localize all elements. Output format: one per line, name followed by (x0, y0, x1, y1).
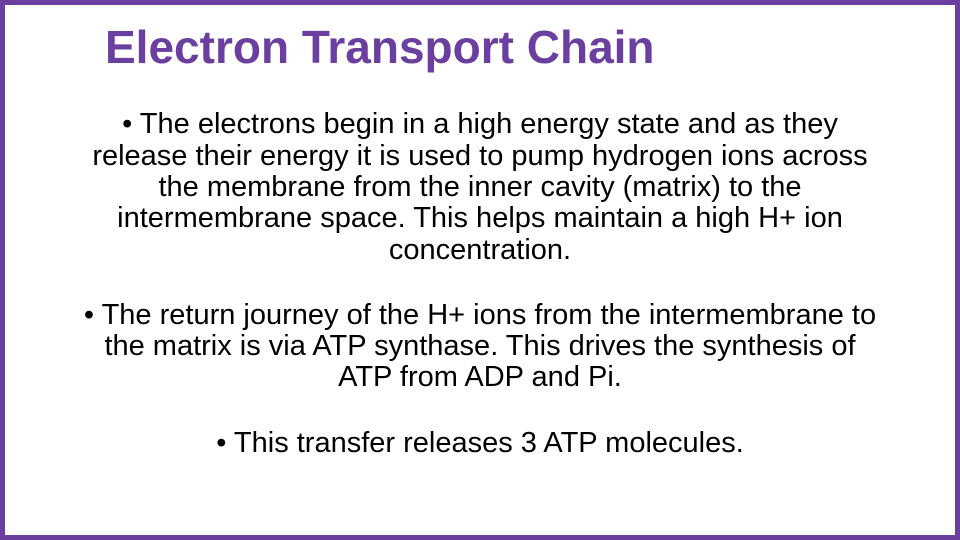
bullet-item: • This transfer releases 3 ATP molecules… (75, 428, 885, 459)
slide-frame: Electron Transport Chain • The electrons… (0, 0, 960, 540)
bullet-item: • The return journey of the H+ ions from… (75, 300, 885, 394)
bullet-item: • The electrons begin in a high energy s… (75, 109, 885, 266)
slide-title: Electron Transport Chain (105, 23, 885, 71)
